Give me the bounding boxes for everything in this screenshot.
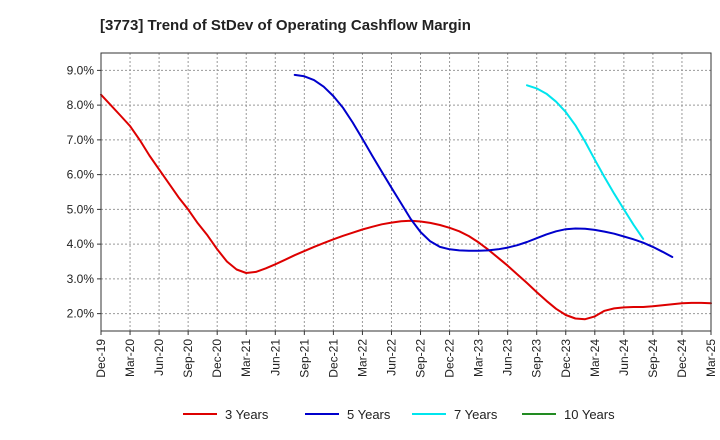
chart-title: [3773] Trend of StDev of Operating Cashf… [100,17,471,34]
x-tick-label: Jun-21 [268,339,282,376]
x-tick-label: Sep-20 [181,339,195,378]
x-tick-label: Dec-21 [326,339,340,378]
x-tick-label: Sep-22 [414,339,428,378]
x-tick-label: Jun-24 [617,339,631,376]
y-axis: 2.0% 3.0% 4.0% 5.0% 6.0% 7.0% 8.0% 9.0% [67,63,101,321]
x-tick-label: Jun-23 [501,339,515,376]
y-tick-label: 4.0% [67,237,95,251]
y-tick-label: 2.0% [67,307,95,321]
x-tick-label: Mar-25 [704,339,718,377]
y-tick-label: 3.0% [67,272,95,286]
x-tick-label: Sep-21 [297,339,311,378]
series-lines [100,73,712,321]
x-tick-label: Dec-20 [210,339,224,378]
legend-label-5-years: 5 Years [347,407,391,422]
x-tick-label: Dec-24 [675,339,689,378]
grid [100,53,712,331]
x-tick-label: Mar-20 [123,339,137,377]
legend-label-7-years: 7 Years [454,407,498,422]
y-tick-label: 5.0% [67,202,95,216]
legend: 3 Years 5 Years 7 Years 10 Years [183,407,615,422]
x-tick-label: Jun-22 [384,339,398,376]
x-tick-label: Mar-22 [355,339,369,377]
x-tick-label: Dec-19 [94,339,108,378]
series-line-5-years [293,73,674,258]
x-tick-label: Dec-22 [443,339,457,378]
legend-label-3-years: 3 Years [225,407,269,422]
y-tick-label: 6.0% [67,168,95,182]
plot-frame [100,52,712,332]
legend-label-10-years: 10 Years [564,407,615,422]
x-axis: Dec-19 Mar-20 Jun-20 Sep-20 Dec-20 Mar-21 Jun-… [94,331,718,378]
y-tick-label: 9.0% [67,63,95,77]
x-tick-label: Sep-23 [530,339,544,378]
y-tick-label: 7.0% [67,133,95,147]
x-tick-label: Sep-24 [646,339,660,378]
x-tick-label: Mar-23 [472,339,486,377]
series-line-3-years [100,93,712,321]
x-tick-label: Dec-23 [559,339,573,378]
x-tick-label: Mar-21 [239,339,253,377]
series-line-7-years [526,84,645,240]
y-tick-label: 8.0% [67,98,95,112]
x-tick-label: Mar-24 [588,339,602,377]
x-tick-label: Jun-20 [152,339,166,376]
